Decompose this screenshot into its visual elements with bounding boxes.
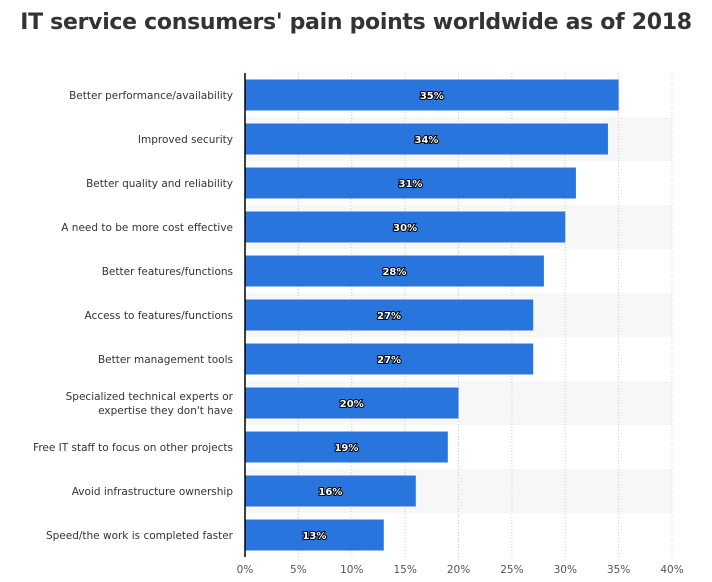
bar	[245, 475, 416, 507]
data-label: 34%	[415, 135, 439, 146]
data-label: 31%	[398, 179, 422, 190]
data-label: 30%	[393, 223, 417, 234]
chart-title: IT service consumers' pain points worldw…	[20, 10, 692, 35]
category-label: Better performance/availability	[69, 90, 233, 102]
x-tick-label: 35%	[607, 564, 630, 576]
bar	[245, 123, 608, 155]
data-label: 16%	[318, 487, 342, 498]
category-label: Specialized technical experts or expertis…	[66, 391, 234, 417]
data-label: 28%	[382, 267, 406, 278]
category-label: Better management tools	[98, 354, 233, 366]
x-tick-label: 25%	[500, 564, 523, 576]
x-tick-label: 15%	[393, 564, 416, 576]
data-label: 27%	[377, 355, 401, 366]
bar	[245, 255, 544, 287]
category-label: Better features/functions	[102, 266, 233, 278]
bar	[245, 211, 566, 243]
data-label: 27%	[377, 311, 401, 322]
category-label: Free IT staff to focus on other projects	[33, 442, 233, 454]
bar	[245, 167, 576, 199]
bar	[245, 79, 619, 111]
x-tick-label: 10%	[340, 564, 363, 576]
category-label: Avoid infrastructure ownership	[72, 486, 234, 498]
category-label: Improved security	[138, 134, 233, 146]
bar	[245, 519, 384, 551]
category-label: A need to be more cost effective	[61, 222, 233, 234]
x-tick-label: 30%	[554, 564, 577, 576]
data-label: 35%	[420, 91, 444, 102]
category-label: Speed/the work is completed faster	[46, 530, 234, 542]
data-label: 19%	[334, 443, 358, 454]
x-tick-label: 0%	[237, 564, 254, 576]
category-label: Better quality and reliability	[86, 178, 233, 190]
x-tick-label: 20%	[447, 564, 470, 576]
x-tick-label: 40%	[660, 564, 683, 576]
category-label: Access to features/functions	[85, 310, 233, 322]
bar	[245, 387, 459, 419]
data-label: 13%	[302, 531, 326, 542]
x-tick-label: 5%	[290, 564, 307, 576]
bar	[245, 431, 448, 463]
bar	[245, 299, 534, 331]
bar	[245, 343, 534, 375]
data-label: 20%	[340, 399, 364, 410]
